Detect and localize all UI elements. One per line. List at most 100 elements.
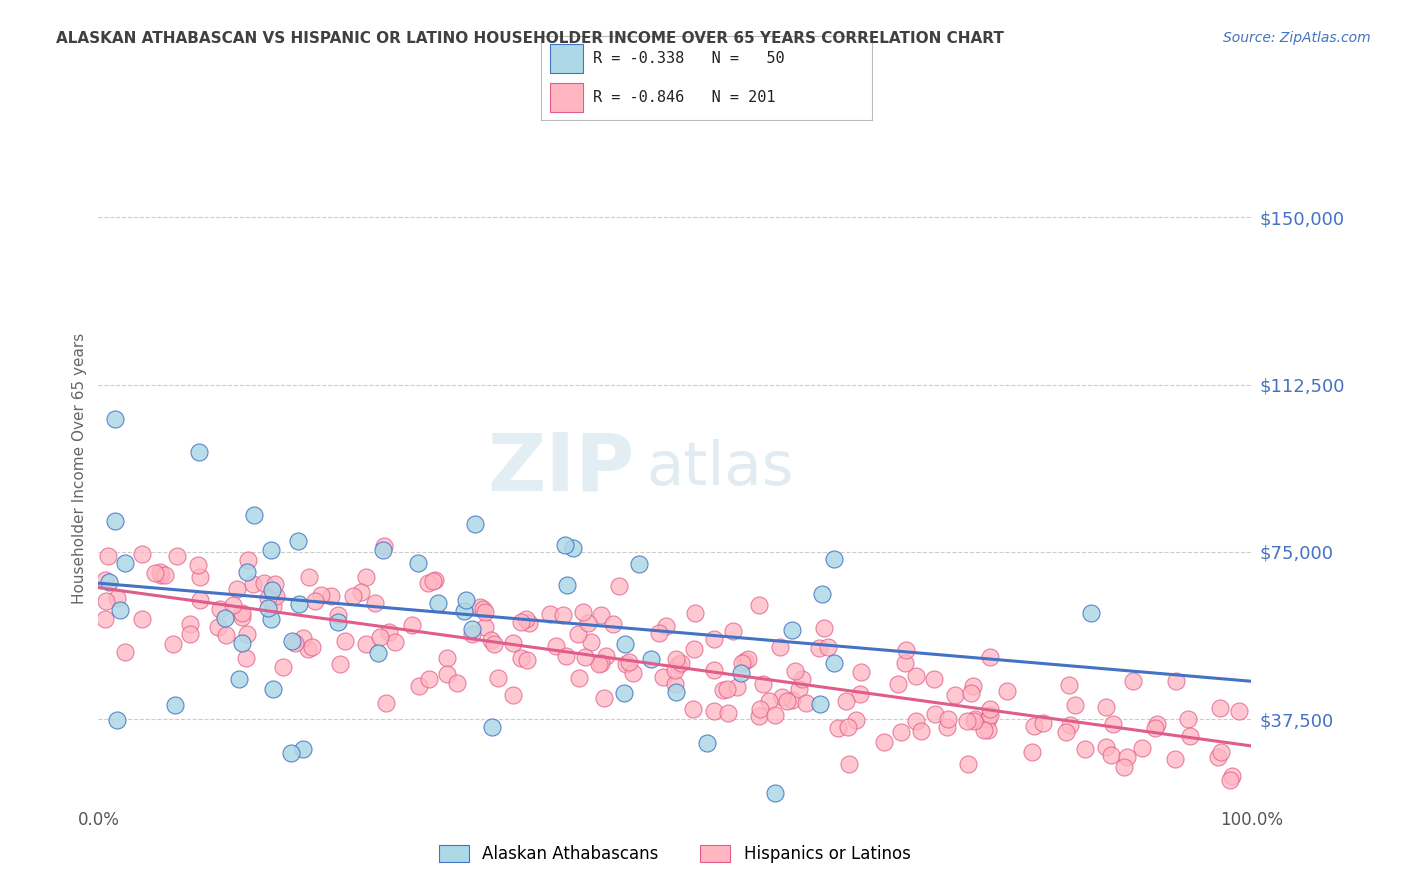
Point <box>817 640 839 654</box>
Point <box>555 578 578 592</box>
Point <box>995 684 1018 698</box>
Text: ALASKAN ATHABASCAN VS HISPANIC OR LATINO HOUSEHOLDER INCOME OVER 65 YEARS CORREL: ALASKAN ATHABASCAN VS HISPANIC OR LATINO… <box>56 31 1004 46</box>
Point <box>669 657 692 671</box>
Point <box>665 652 688 666</box>
Point <box>474 605 496 619</box>
Point <box>354 637 377 651</box>
Point <box>873 735 896 749</box>
Point <box>725 681 748 695</box>
Point <box>104 514 127 528</box>
Point <box>321 589 343 603</box>
Point <box>1024 719 1046 733</box>
Point <box>544 639 567 653</box>
Point <box>187 558 209 572</box>
Point <box>538 607 561 621</box>
Point <box>350 585 373 599</box>
Point <box>1211 745 1233 759</box>
Point <box>592 691 614 706</box>
Point <box>1180 729 1202 743</box>
Point <box>231 606 253 620</box>
Point <box>509 615 531 629</box>
Point <box>149 567 172 582</box>
Point <box>262 599 284 613</box>
Point <box>834 694 856 708</box>
Point <box>640 652 662 666</box>
Point <box>823 551 845 566</box>
Point <box>468 599 491 614</box>
Point <box>373 539 395 553</box>
Point <box>977 712 1000 726</box>
Point <box>301 640 323 655</box>
Point <box>813 621 835 635</box>
Point <box>683 642 706 657</box>
Point <box>628 557 651 571</box>
Point <box>288 597 311 611</box>
Point <box>553 538 575 552</box>
Point <box>1122 673 1144 688</box>
Point <box>235 651 257 665</box>
Point <box>887 677 910 691</box>
Point <box>1220 768 1243 782</box>
Point <box>280 634 302 648</box>
Point <box>763 707 786 722</box>
Point <box>588 657 610 671</box>
Point <box>236 627 259 641</box>
Text: atlas: atlas <box>647 439 793 498</box>
Point <box>436 667 458 681</box>
Point <box>758 693 780 707</box>
Point <box>924 707 946 722</box>
Point <box>734 654 756 668</box>
Point <box>562 541 585 556</box>
Legend: Alaskan Athabascans, Hispanics or Latinos: Alaskan Athabascans, Hispanics or Latino… <box>430 837 920 871</box>
Point <box>751 677 773 691</box>
Point <box>703 632 725 647</box>
Point <box>973 723 995 738</box>
Point <box>114 645 136 659</box>
Point <box>613 686 636 700</box>
Point <box>792 673 814 687</box>
Text: R = -0.338   N =   50: R = -0.338 N = 50 <box>592 51 785 66</box>
Point <box>936 712 959 726</box>
Bar <box>550 83 582 112</box>
Point <box>721 624 744 638</box>
Text: Source: ZipAtlas.com: Source: ZipAtlas.com <box>1223 31 1371 45</box>
Point <box>703 704 725 718</box>
Point <box>780 624 803 638</box>
Point <box>568 671 591 685</box>
Point <box>910 724 932 739</box>
Point <box>780 693 803 707</box>
Point <box>613 636 636 650</box>
Point <box>1074 742 1097 756</box>
Point <box>602 616 624 631</box>
Point <box>260 543 283 558</box>
Point <box>979 707 1001 722</box>
Point <box>668 657 690 672</box>
Point <box>188 445 211 459</box>
Point <box>1059 717 1081 731</box>
Point <box>236 565 259 579</box>
Point <box>304 594 326 608</box>
Point <box>904 714 927 728</box>
Point <box>1057 678 1080 692</box>
Point <box>572 605 595 619</box>
Point <box>589 608 612 623</box>
Point <box>823 657 845 671</box>
Point <box>789 682 811 697</box>
Point <box>94 573 117 587</box>
Point <box>375 696 398 710</box>
Point <box>231 610 253 624</box>
Point <box>811 587 834 601</box>
Point <box>105 591 128 605</box>
Point <box>354 570 377 584</box>
Point <box>252 575 274 590</box>
Point <box>960 686 983 700</box>
Point <box>696 736 718 750</box>
Point <box>956 714 979 728</box>
Point <box>155 568 177 582</box>
Point <box>97 549 120 563</box>
Point <box>1095 739 1118 754</box>
Point <box>772 690 794 704</box>
Point <box>516 652 538 666</box>
Point <box>371 542 394 557</box>
Point <box>943 688 966 702</box>
